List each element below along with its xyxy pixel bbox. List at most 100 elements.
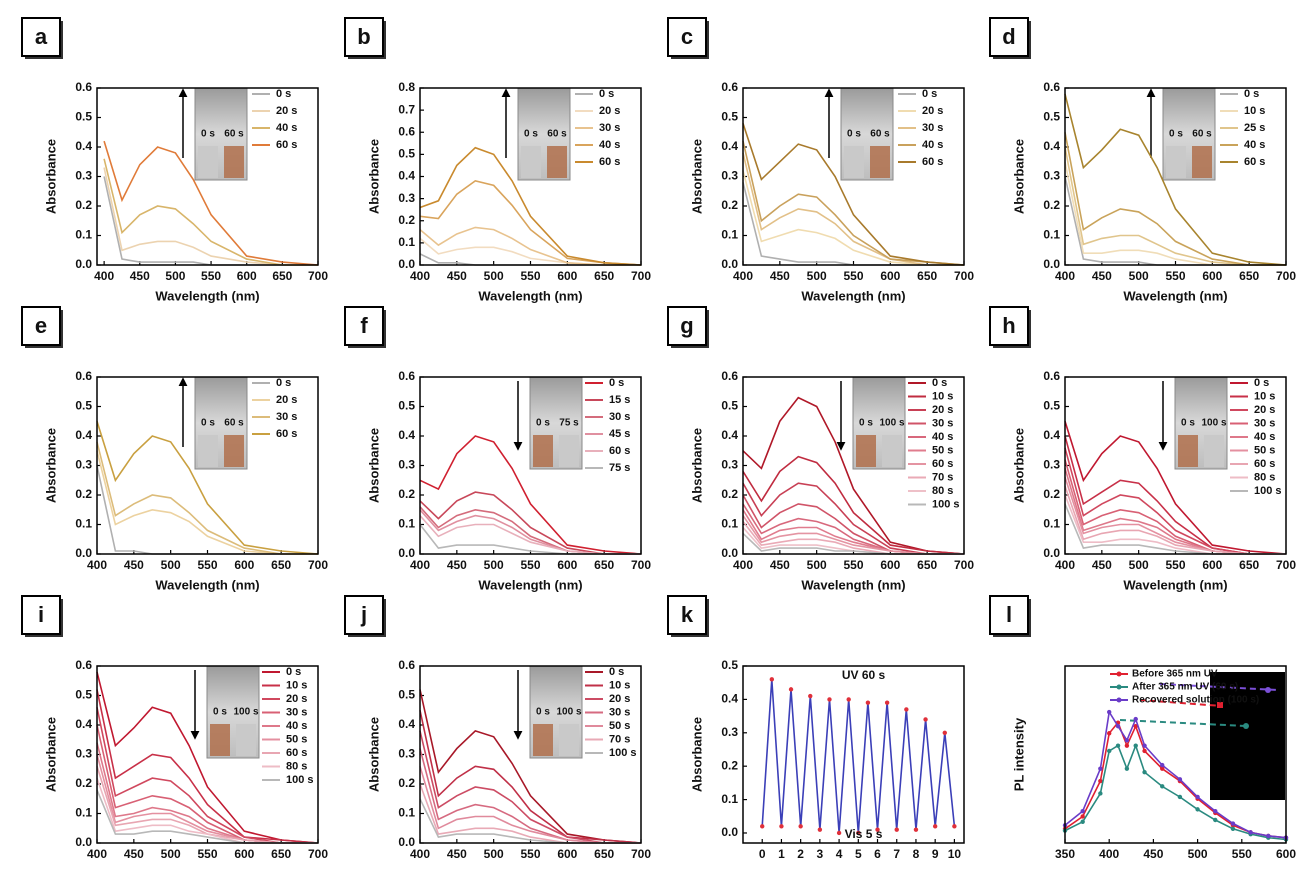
series-line: [96, 707, 318, 844]
annotation: Vis 5 s: [845, 827, 883, 841]
y-tick-label: 0.4: [1043, 428, 1060, 442]
legend-label: 20 s: [1254, 404, 1275, 416]
series-line: [742, 123, 965, 266]
panel-label: d: [1002, 24, 1015, 49]
series-line: [742, 152, 964, 266]
x-tick-label: 600: [1202, 558, 1222, 572]
data-point: [1213, 808, 1218, 814]
x-tick-label: 550: [843, 269, 863, 283]
series-line: [742, 170, 964, 266]
x-tick-label: 450: [1143, 847, 1163, 861]
legend-label: 40 s: [1244, 139, 1265, 151]
legend-label: 80 s: [932, 485, 953, 497]
legend-label: 0 s: [609, 377, 624, 389]
x-tick-label: 600: [557, 558, 577, 572]
y-tick-label: 0.3: [398, 191, 415, 205]
x-tick-label: 5: [855, 847, 862, 861]
y-tick-label: 0.0: [75, 835, 92, 849]
y-tick-label: 0.6: [398, 369, 415, 383]
panel: f Wavelength (nm) Absorbance 400 450 500 550 60…: [344, 306, 651, 592]
legend-label: 40 s: [599, 139, 620, 151]
x-tick-label: 700: [1276, 558, 1296, 572]
legend-marker: [1116, 697, 1122, 703]
y-tick-label: 0.2: [1043, 487, 1060, 501]
cuvette-color: [547, 146, 567, 178]
x-tick-label: 500: [484, 847, 504, 861]
data-point: [923, 717, 928, 722]
panel-label-box: [21, 17, 61, 57]
data-point: [827, 697, 832, 702]
legend-label: 100 s: [286, 774, 314, 786]
x-tick-label: 4: [836, 847, 843, 861]
cuvette-clear: [1204, 435, 1224, 467]
y-tick-label: 0.6: [75, 369, 92, 383]
data-point: [1177, 794, 1183, 800]
cuvette-clear: [521, 146, 541, 178]
series-line: [1064, 132, 1286, 266]
y-tick-label: 0.0: [75, 257, 92, 271]
legend-label: 20 s: [932, 404, 953, 416]
x-tick-label: 600: [880, 269, 900, 283]
data-point: [1230, 821, 1236, 826]
data-point: [1177, 777, 1183, 782]
x-axis-label: Wavelength (nm): [801, 288, 905, 303]
x-tick-label: 450: [770, 269, 790, 283]
cuvette-color: [533, 724, 553, 756]
y-tick-label: 0.3: [721, 458, 738, 472]
series-line: [419, 515, 641, 555]
y-tick-label: 0.5: [1043, 399, 1060, 413]
x-tick-label: 600: [234, 847, 254, 861]
plot-frame: [419, 376, 642, 555]
data-point: [1098, 791, 1103, 796]
y-tick-label: 0.6: [1043, 369, 1060, 383]
x-tick-label: 700: [631, 269, 651, 283]
panel: b Wavelength (nm) Absorbance 400 450 500 550 60…: [344, 17, 651, 303]
series-line: [742, 515, 964, 555]
cuvette-color: [1192, 146, 1212, 178]
x-tick-label: 600: [234, 558, 254, 572]
x-axis-label: Wavelength (nm): [1123, 288, 1227, 303]
dashed-arrow: [1139, 699, 1223, 707]
data-point: [952, 824, 957, 829]
inset-label: 0 s: [1181, 418, 1195, 429]
y-tick-label: 0.2: [75, 776, 92, 790]
x-tick-label: 600: [237, 269, 257, 283]
series-line: [419, 146, 642, 266]
series-line: [96, 766, 318, 844]
legend-label: 40 s: [1254, 431, 1275, 443]
y-tick-label: 0.3: [75, 747, 92, 761]
cuvette-clear: [844, 146, 864, 178]
legend-label: 60 s: [1254, 458, 1275, 470]
y-axis-label: Absorbance: [43, 139, 58, 214]
x-tick-label: 400: [733, 269, 753, 283]
data-point: [1115, 743, 1121, 748]
x-tick-label: 400: [410, 269, 430, 283]
plot-frame: [1064, 665, 1287, 844]
data-point: [904, 707, 909, 712]
plot-frame: [419, 87, 642, 266]
x-tick-label: 400: [733, 558, 753, 572]
panel: d Wavelength (nm) Absorbance 400 450 500 550 60…: [989, 17, 1296, 303]
data-point: [769, 677, 775, 682]
series-line: [419, 435, 642, 555]
legend-label: 50 s: [1254, 444, 1275, 456]
x-tick-label: 500: [807, 269, 827, 283]
x-tick-label: 400: [410, 558, 430, 572]
x-tick-label: 10: [948, 847, 962, 861]
legend-label: 30 s: [276, 411, 297, 423]
data-point: [846, 697, 851, 702]
inset-label: 0 s: [524, 129, 538, 140]
x-tick-label: 650: [1239, 269, 1259, 283]
data-point: [1098, 778, 1103, 784]
x-tick-label: 400: [87, 847, 107, 861]
x-tick-label: 500: [165, 269, 185, 283]
series-line: [1064, 743, 1287, 841]
legend-label: 70 s: [932, 471, 953, 483]
panel-label-box: [21, 595, 61, 635]
series-line: [1064, 447, 1286, 555]
x-tick-label: 650: [271, 847, 291, 861]
plot-frame: [419, 665, 642, 844]
y-tick-label: 0.5: [721, 110, 738, 124]
inset-photo: [1210, 672, 1285, 800]
legend-label: 0 s: [609, 666, 624, 678]
